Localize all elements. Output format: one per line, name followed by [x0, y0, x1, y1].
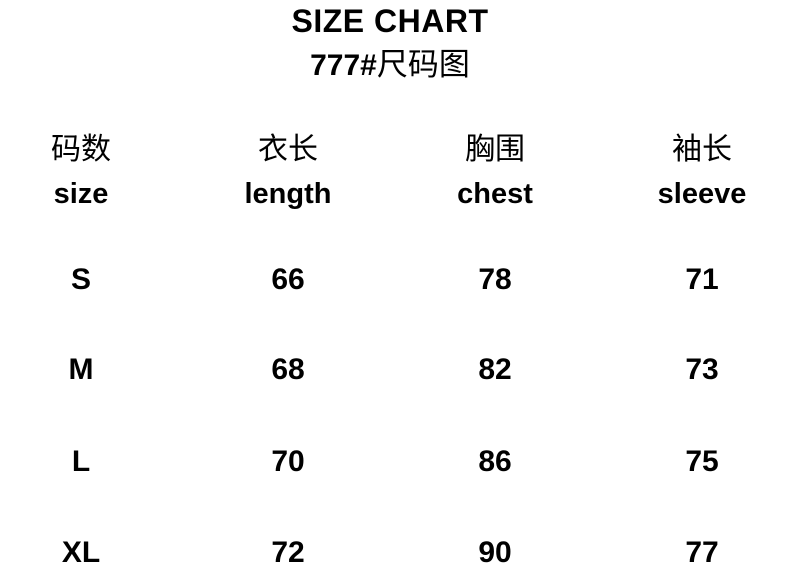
- table-header-english: size length chest sleeve: [0, 177, 800, 211]
- header-chest-en: chest: [457, 178, 533, 210]
- header-length-en: length: [244, 178, 332, 210]
- header-size-en: size: [53, 178, 109, 210]
- sleeve-cell: 73: [685, 353, 719, 386]
- header-sleeve-zh: 袖长: [672, 133, 732, 166]
- length-cell: 70: [271, 445, 305, 478]
- header-length-zh: 衣长: [258, 133, 318, 166]
- table-row-s: S 66 78 71: [0, 263, 800, 297]
- header-sleeve-en: sleeve: [657, 178, 747, 210]
- subtitle-cjk-label: 尺码图: [376, 47, 470, 82]
- size-cell: L: [71, 445, 91, 478]
- chest-cell: 78: [478, 263, 512, 296]
- sleeve-cell: 71: [685, 263, 719, 296]
- length-cell: 68: [271, 353, 305, 386]
- length-cell: 72: [271, 536, 305, 569]
- page-subtitle: 777#尺码图: [0, 47, 780, 89]
- length-cell: 66: [271, 263, 305, 296]
- chest-cell: 86: [478, 445, 512, 478]
- table-header-chinese: 码数 衣长 胸围 袖长: [0, 133, 800, 167]
- chest-cell: 82: [478, 353, 512, 386]
- size-cell: S: [70, 263, 91, 296]
- chest-cell: 90: [478, 536, 512, 569]
- table-row-l: L 70 86 75: [0, 445, 800, 479]
- header-size-zh: 码数: [51, 133, 111, 166]
- page-title: SIZE CHART: [291, 3, 489, 39]
- style-number: 777#: [310, 49, 377, 82]
- table-row-m: M 68 82 73: [0, 353, 800, 387]
- header-chest-zh: 胸围: [465, 133, 525, 166]
- sleeve-cell: 75: [685, 445, 719, 478]
- table-row-xl: XL 72 90 77: [0, 536, 800, 570]
- size-cell: M: [68, 353, 94, 386]
- size-cell: XL: [61, 536, 101, 569]
- sleeve-cell: 77: [685, 536, 719, 569]
